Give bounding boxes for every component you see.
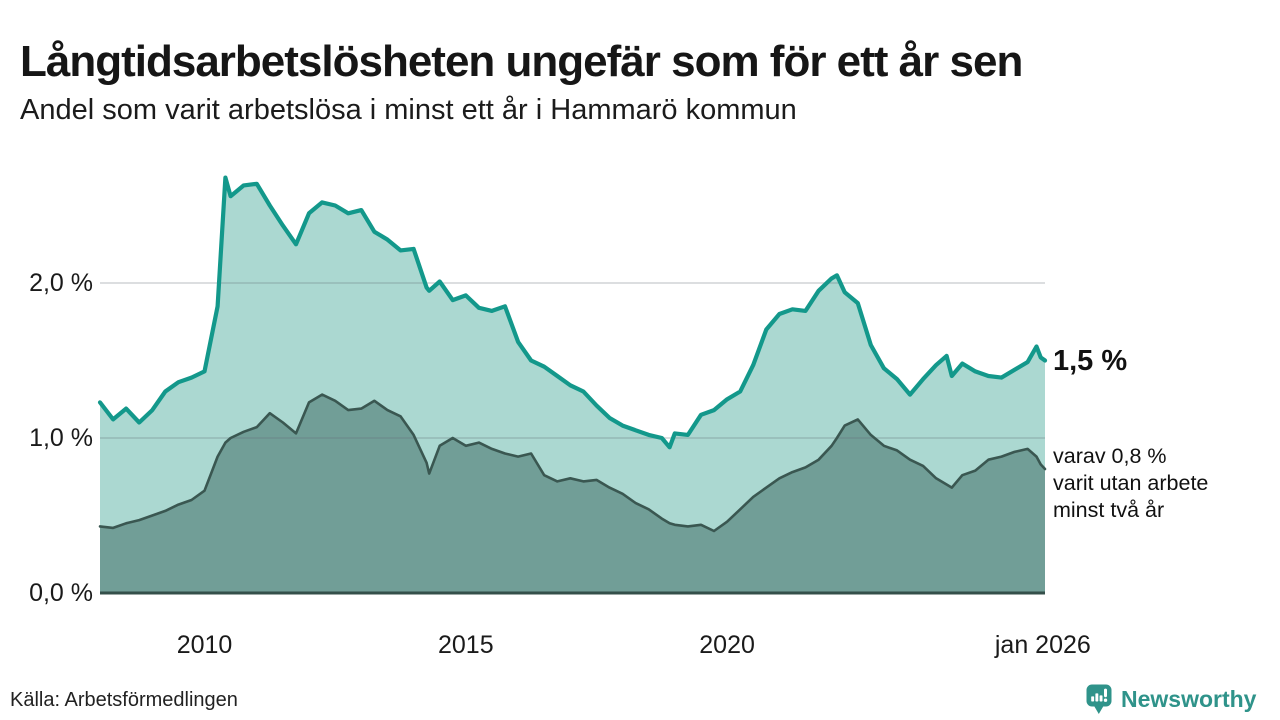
- two-year-annotation-line1: varav 0,8 %: [1053, 444, 1167, 468]
- y-axis-tick-1: 1,0 %: [29, 424, 93, 452]
- x-axis-tick-2015: 2015: [438, 631, 494, 659]
- x-axis-tick-jan-2026: jan 2026: [994, 631, 1091, 659]
- x-axis-tick-2010: 2010: [176, 631, 233, 659]
- two-year-annotation-line2: varit utan arbete: [1053, 471, 1209, 495]
- source-caption: Källa: Arbetsförmedlingen: [10, 689, 238, 711]
- y-axis-tick-2: 2,0 %: [29, 269, 93, 297]
- two-year-annotation-line3: minst två år: [1053, 498, 1165, 522]
- newsworthy-icon: [1086, 684, 1112, 714]
- x-axis-tick-2020: 2020: [699, 631, 755, 659]
- newsworthy-logo: Newsworthy: [1086, 684, 1256, 715]
- chart-subtitle: Andel som varit arbetslösa i minst ett å…: [20, 94, 797, 126]
- two-year-annotation: varav 0,8 % varit utan arbete minst två …: [1053, 443, 1208, 524]
- y-axis-tick-0: 0,0 %: [29, 579, 93, 607]
- latest-value-label: 1,5 %: [1053, 344, 1128, 377]
- newsworthy-wordmark: Newsworthy: [1121, 686, 1257, 712]
- chart-title: Långtidsarbetslösheten ungefär som för e…: [20, 37, 1023, 87]
